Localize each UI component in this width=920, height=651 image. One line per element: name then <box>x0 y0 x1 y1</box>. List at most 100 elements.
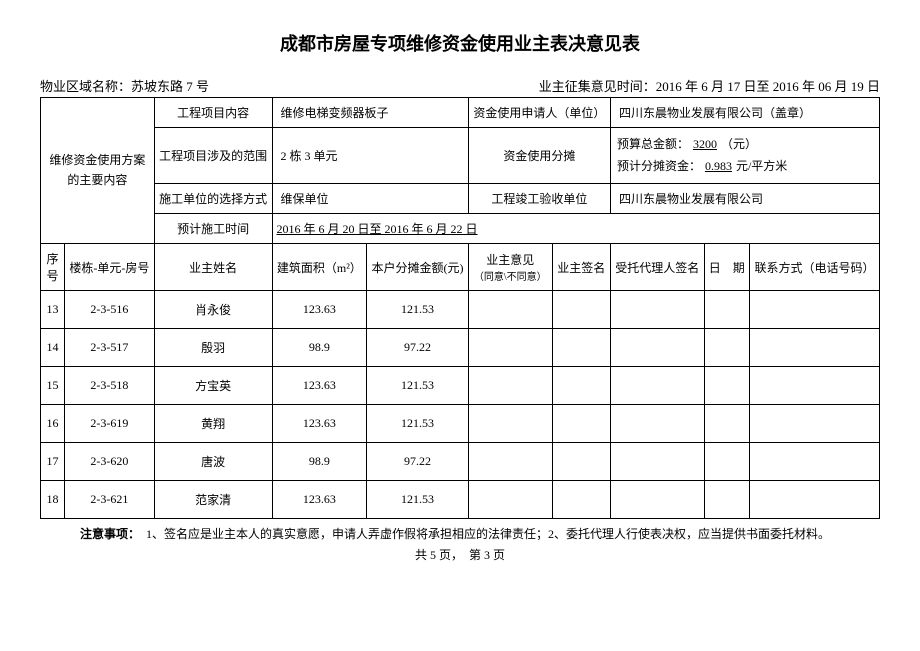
col-sign: 业主签名 <box>552 244 610 291</box>
time-info: 业主征集意见时间：2016 年 6 月 17 日至 2016 年 06 月 19… <box>539 76 880 95</box>
duration-value: 2016 年 6 月 20 日至 2016 年 6 月 22 日 <box>272 214 879 244</box>
cell: 肖永俊 <box>154 291 272 329</box>
cell: 123.63 <box>272 405 367 443</box>
cell <box>704 329 749 367</box>
cell: 121.53 <box>367 481 469 519</box>
cell: 殷羽 <box>154 329 272 367</box>
header-row: 物业区域名称：苏坡东路 7 号 业主征集意见时间：2016 年 6 月 17 日… <box>40 76 880 95</box>
cell: 黄翔 <box>154 405 272 443</box>
cell <box>552 481 610 519</box>
table-row: 162-3-619黄翔123.63121.53 <box>41 405 880 443</box>
cell <box>468 291 552 329</box>
col-owner: 业主姓名 <box>154 244 272 291</box>
cell <box>552 367 610 405</box>
share-label: 资金使用分摊 <box>468 128 610 184</box>
col-amount: 本户分摊金额(元) <box>367 244 469 291</box>
col-unit: 楼栋-单元-房号 <box>65 244 155 291</box>
cell: 2-3-620 <box>65 443 155 481</box>
cell <box>468 405 552 443</box>
cell: 13 <box>41 291 65 329</box>
cell: 121.53 <box>367 405 469 443</box>
project-content-value: 维修电梯变频器板子 <box>272 98 468 128</box>
col-phone: 联系方式（电话号码） <box>749 244 879 291</box>
cell: 97.22 <box>367 443 469 481</box>
cell <box>468 481 552 519</box>
area-label: 物业区域名称： <box>40 79 131 94</box>
note-label: 注意事项： <box>80 527 134 541</box>
table-row: 182-3-621范家清123.63121.53 <box>41 481 880 519</box>
footer: 注意事项： 1、签名应是业主本人的真实意愿，申请人弄虚作假将承担相应的法律责任；… <box>40 525 880 563</box>
note-text: 1、签名应是业主本人的真实意愿，申请人弄虚作假将承担相应的法律责任；2、委托代理… <box>134 527 830 541</box>
duration-label: 预计施工时间 <box>154 214 272 244</box>
cell <box>610 405 704 443</box>
time-value: 2016 年 6 月 17 日至 2016 年 06 月 19 日 <box>656 79 880 94</box>
cell <box>468 329 552 367</box>
cell <box>704 443 749 481</box>
cell: 2-3-621 <box>65 481 155 519</box>
cell <box>749 443 879 481</box>
cell: 2-3-517 <box>65 329 155 367</box>
cell <box>749 291 879 329</box>
cell: 123.63 <box>272 291 367 329</box>
col-date: 日 期 <box>704 244 749 291</box>
project-content-label: 工程项目内容 <box>154 98 272 128</box>
cell <box>704 291 749 329</box>
cell: 方宝英 <box>154 367 272 405</box>
cell <box>552 291 610 329</box>
cell: 98.9 <box>272 329 367 367</box>
cell: 2-3-516 <box>65 291 155 329</box>
plan-label: 维修资金使用方案的主要内容 <box>41 98 155 244</box>
table-row: 142-3-517殷羽98.997.22 <box>41 329 880 367</box>
share-amount-label: 预计分摊资金： <box>617 159 701 173</box>
cell <box>552 443 610 481</box>
scope-value: 2 栋 3 单元 <box>272 128 468 184</box>
cell <box>704 367 749 405</box>
cell <box>749 329 879 367</box>
cell: 2-3-518 <box>65 367 155 405</box>
budget-cell: 预算总金额：3200（元） 预计分摊资金：0.983元/平方米 <box>610 128 879 184</box>
cell: 17 <box>41 443 65 481</box>
budget-value: 3200 <box>689 137 721 151</box>
cell: 16 <box>41 405 65 443</box>
area-info: 物业区域名称：苏坡东路 7 号 <box>40 76 209 95</box>
col-opinion: 业主意见 （同意\不同意） <box>468 244 552 291</box>
share-amount-value: 0.983 <box>701 159 736 173</box>
cell: 范家清 <box>154 481 272 519</box>
footer-pager: 共 5 页， 第 3 页 <box>40 546 880 563</box>
cell: 18 <box>41 481 65 519</box>
cell <box>468 443 552 481</box>
cell: 121.53 <box>367 291 469 329</box>
col-area: 建筑面积（m²） <box>272 244 367 291</box>
table-row: 152-3-518方宝英123.63121.53 <box>41 367 880 405</box>
constructor-label: 施工单位的选择方式 <box>154 184 272 214</box>
cell: 98.9 <box>272 443 367 481</box>
cell <box>610 443 704 481</box>
cell <box>749 481 879 519</box>
cell <box>749 405 879 443</box>
cell <box>749 367 879 405</box>
scope-label: 工程项目涉及的范围 <box>154 128 272 184</box>
col-opinion-main: 业主意见 <box>486 253 534 267</box>
cell <box>552 329 610 367</box>
cell <box>610 367 704 405</box>
cell: 15 <box>41 367 65 405</box>
page-title: 成都市房屋专项维修资金使用业主表决意见表 <box>40 30 880 56</box>
budget-unit: （元） <box>721 137 757 151</box>
cell <box>610 329 704 367</box>
applicant-value: 四川东晨物业发展有限公司（盖章） <box>610 98 879 128</box>
table-row: 132-3-516肖永俊123.63121.53 <box>41 291 880 329</box>
cell <box>468 367 552 405</box>
cell: 唐波 <box>154 443 272 481</box>
cell: 121.53 <box>367 367 469 405</box>
table-row: 172-3-620唐波98.997.22 <box>41 443 880 481</box>
cell: 123.63 <box>272 367 367 405</box>
acceptance-value: 四川东晨物业发展有限公司 <box>610 184 879 214</box>
cell: 123.63 <box>272 481 367 519</box>
budget-label: 预算总金额： <box>617 137 689 151</box>
constructor-value: 维保单位 <box>272 184 468 214</box>
col-agent: 受托代理人签名 <box>610 244 704 291</box>
footer-note: 注意事项： 1、签名应是业主本人的真实意愿，申请人弄虚作假将承担相应的法律责任；… <box>40 525 880 542</box>
col-opinion-sub: （同意\不同意） <box>474 272 547 283</box>
cell: 2-3-619 <box>65 405 155 443</box>
column-header-row: 序号 楼栋-单元-房号 业主姓名 建筑面积（m²） 本户分摊金额(元) 业主意见… <box>41 244 880 291</box>
